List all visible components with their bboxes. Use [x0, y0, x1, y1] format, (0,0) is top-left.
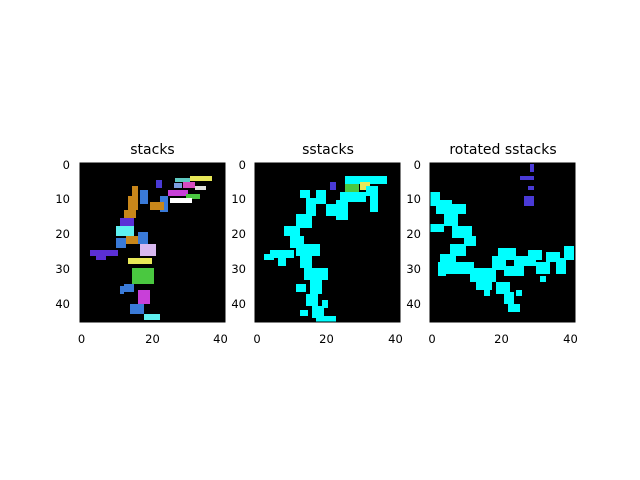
heatmap-art: [90, 176, 212, 320]
panel-sstacks: sstacks 0 20 40 0 10 20 30 40: [231, 142, 402, 346]
x-tick-label: 40: [388, 332, 403, 346]
heatmap-art: [430, 164, 574, 312]
y-tick-label: 30: [55, 262, 70, 276]
x-tick-labels: 0 20 40: [253, 332, 402, 346]
heatmap-image: [430, 163, 575, 322]
x-tick-label: 40: [563, 332, 578, 346]
y-tick-label: 0: [414, 158, 421, 172]
panel-title: stacks: [130, 142, 174, 158]
y-tick-label: 40: [406, 297, 421, 311]
heatmap-art: [264, 176, 387, 322]
y-tick-labels: 0 10 20 30 40: [406, 158, 421, 311]
axes-frame: [79, 162, 226, 323]
heatmap-image: [255, 163, 400, 322]
panel-rotated-sstacks: rotated sstacks 0 20 40 0 10 20 30 40: [406, 142, 577, 346]
y-tick-label: 0: [63, 158, 70, 172]
x-tick-label: 0: [78, 332, 85, 346]
panel-title: sstacks: [302, 142, 354, 158]
axes-frame: [429, 162, 576, 323]
x-tick-label: 0: [428, 332, 435, 346]
y-tick-label: 40: [55, 297, 70, 311]
y-tick-label: 0: [239, 158, 246, 172]
panel-stacks: stacks 0 20 40 0 10 20 30 40: [55, 142, 227, 346]
y-tick-label: 20: [55, 227, 70, 241]
x-tick-label: 40: [213, 332, 228, 346]
panel-title: rotated sstacks: [449, 142, 556, 158]
axes-frame: [254, 162, 401, 323]
y-tick-label: 30: [406, 262, 421, 276]
y-tick-label: 20: [406, 227, 421, 241]
y-tick-label: 10: [231, 192, 246, 206]
x-tick-label: 20: [319, 332, 334, 346]
x-tick-labels: 0 20 40: [428, 332, 577, 346]
y-tick-labels: 0 10 20 30 40: [231, 158, 246, 311]
x-tick-labels: 0 20 40: [78, 332, 228, 346]
y-tick-label: 10: [406, 192, 421, 206]
x-tick-label: 20: [145, 332, 160, 346]
x-tick-label: 20: [494, 332, 509, 346]
x-tick-label: 0: [253, 332, 260, 346]
y-tick-label: 10: [55, 192, 70, 206]
y-tick-label: 20: [231, 227, 246, 241]
y-tick-label: 40: [231, 297, 246, 311]
y-tick-label: 30: [231, 262, 246, 276]
y-tick-labels: 0 10 20 30 40: [55, 158, 70, 311]
